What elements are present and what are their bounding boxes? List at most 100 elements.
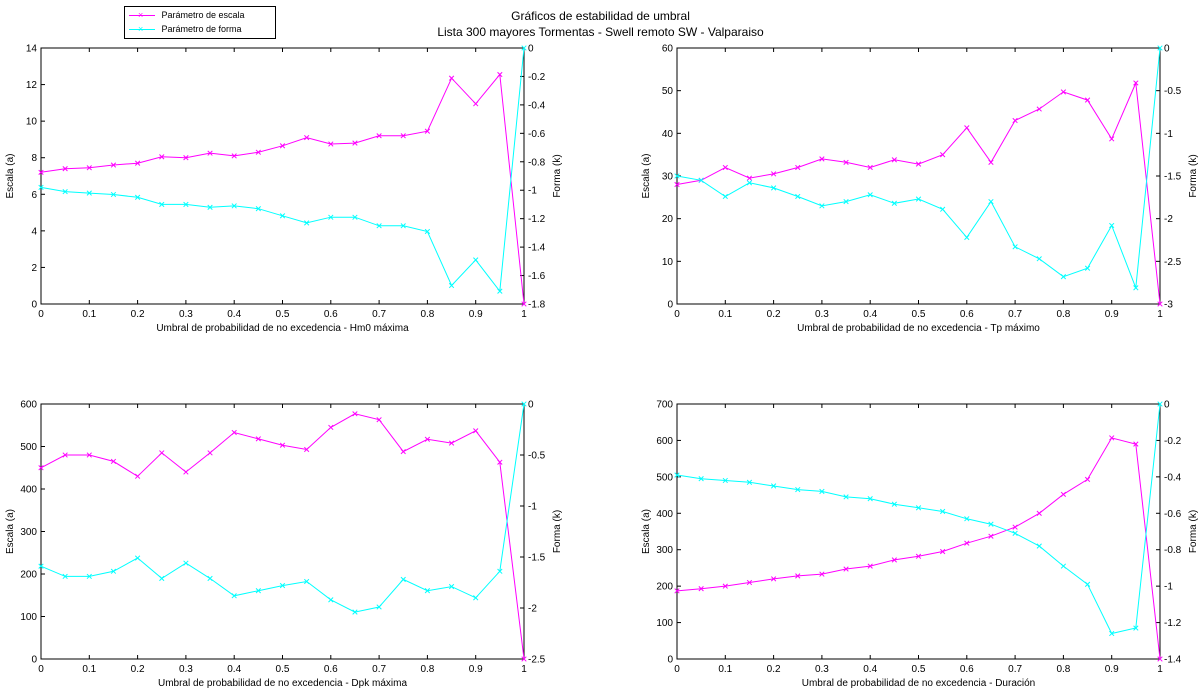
y2-tick-label: -0.2 bbox=[1164, 436, 1182, 447]
y-tick-label: 30 bbox=[662, 172, 674, 183]
data-point-marker bbox=[376, 417, 382, 423]
data-point-marker bbox=[328, 597, 334, 603]
data-point-marker bbox=[1036, 543, 1042, 549]
x-tick-label: 0.1 bbox=[82, 309, 96, 320]
data-point-marker bbox=[231, 429, 237, 436]
x-tick-label: 0.8 bbox=[1056, 664, 1070, 675]
data-point-marker bbox=[86, 452, 92, 458]
data-point-marker bbox=[891, 557, 898, 563]
data-point-marker bbox=[38, 169, 44, 175]
data-point-marker bbox=[110, 568, 117, 574]
x-tick-label: 0.6 bbox=[960, 664, 974, 675]
data-point-marker bbox=[770, 483, 777, 489]
data-point-marker bbox=[207, 150, 213, 156]
y2-tick-label: -1.2 bbox=[528, 214, 546, 225]
y2-tick-label: -0.8 bbox=[528, 157, 546, 168]
data-point-marker bbox=[795, 573, 801, 579]
y-tick-label: 0 bbox=[31, 655, 37, 666]
y2-tick-label: -0.6 bbox=[528, 129, 546, 140]
data-point-marker bbox=[674, 181, 680, 188]
y-tick-label: 400 bbox=[20, 485, 37, 496]
data-point-marker bbox=[424, 588, 431, 594]
data-point-marker bbox=[1084, 97, 1091, 103]
data-point-marker bbox=[521, 45, 527, 51]
x-tick-label: 1 bbox=[521, 664, 527, 675]
y-tick-label: 300 bbox=[656, 545, 673, 556]
data-point-marker bbox=[159, 450, 165, 456]
y2-axis-label: Forma (k) bbox=[1188, 510, 1199, 553]
data-point-marker bbox=[939, 206, 946, 212]
y2-tick-label: -0.4 bbox=[528, 100, 546, 111]
y-tick-label: 40 bbox=[662, 129, 674, 140]
series-line bbox=[40, 73, 525, 305]
y-tick-label: 14 bbox=[26, 44, 38, 55]
data-point-marker bbox=[1157, 301, 1163, 307]
x-tick-label: 0 bbox=[38, 664, 44, 675]
data-point-marker bbox=[915, 505, 922, 511]
y-tick-label: 2 bbox=[31, 263, 37, 274]
data-point-marker bbox=[328, 141, 334, 147]
x-tick-label: 0 bbox=[674, 309, 680, 320]
data-point-marker bbox=[303, 134, 310, 141]
data-point-marker bbox=[1012, 244, 1018, 250]
y-tick-label: 100 bbox=[20, 612, 37, 623]
data-point-marker bbox=[819, 571, 825, 577]
y2-tick-label: -0.8 bbox=[1164, 545, 1182, 556]
series-forma bbox=[674, 45, 1163, 291]
x-tick-label: 0.4 bbox=[863, 664, 877, 675]
x-tick-label: 0.7 bbox=[372, 664, 386, 675]
data-point-marker bbox=[38, 465, 44, 471]
data-point-marker bbox=[1109, 630, 1115, 637]
data-point-marker bbox=[279, 143, 286, 149]
data-point-marker bbox=[964, 540, 970, 546]
data-point-marker bbox=[674, 472, 680, 478]
data-point-marker bbox=[819, 203, 825, 209]
data-point-marker bbox=[497, 71, 503, 78]
data-point-marker bbox=[891, 200, 898, 206]
x-tick-label: 0.2 bbox=[767, 664, 781, 675]
data-point-marker bbox=[1036, 106, 1042, 112]
x-tick-label: 0.9 bbox=[469, 309, 483, 320]
y-tick-label: 300 bbox=[20, 527, 37, 538]
x-tick-label: 0.5 bbox=[276, 664, 290, 675]
data-point-marker bbox=[891, 157, 898, 163]
x-axis-label: Umbral de probabilidad de no excedencia … bbox=[158, 678, 407, 689]
y-tick-label: 600 bbox=[656, 436, 673, 447]
data-point-marker bbox=[722, 583, 728, 589]
y-tick-label: 700 bbox=[656, 400, 673, 411]
data-point-marker bbox=[231, 593, 237, 599]
x-tick-label: 0.7 bbox=[1008, 309, 1022, 320]
data-point-marker bbox=[722, 193, 728, 200]
data-point-marker bbox=[843, 494, 849, 500]
y2-axis-label: Forma (k) bbox=[552, 154, 563, 197]
legend-label-escala: Parámetro de escala bbox=[161, 10, 245, 20]
data-point-marker bbox=[746, 180, 753, 186]
data-point-marker bbox=[352, 214, 358, 220]
legend-entry-forma: × Parámetro de forma bbox=[129, 23, 242, 36]
data-point-marker bbox=[110, 191, 117, 198]
y2-tick-label: -1 bbox=[528, 502, 537, 513]
data-point-marker bbox=[134, 160, 141, 166]
data-point-marker bbox=[795, 164, 801, 171]
data-point-marker bbox=[964, 234, 970, 241]
data-point-marker bbox=[376, 223, 382, 229]
data-point-marker bbox=[843, 566, 849, 572]
data-point-marker bbox=[1012, 530, 1018, 536]
y2-tick-label: -1.5 bbox=[528, 553, 546, 564]
x-tick-label: 0.4 bbox=[227, 309, 241, 320]
series-line bbox=[676, 437, 1161, 660]
x-tick-label: 0.9 bbox=[469, 664, 483, 675]
data-point-marker bbox=[352, 140, 358, 146]
series-escala bbox=[38, 71, 527, 307]
data-point-marker bbox=[62, 452, 68, 458]
series-forma bbox=[38, 401, 527, 615]
series-escala bbox=[674, 80, 1163, 307]
y2-tick-label: -0.6 bbox=[1164, 509, 1182, 520]
data-point-marker bbox=[159, 575, 165, 582]
x-tick-label: 0.3 bbox=[815, 664, 829, 675]
x-tick-label: 0.8 bbox=[420, 664, 434, 675]
legend-label-forma: Parámetro de forma bbox=[161, 24, 242, 34]
data-point-marker bbox=[988, 198, 994, 205]
data-point-marker bbox=[521, 301, 527, 307]
y-tick-label: 10 bbox=[662, 257, 674, 268]
